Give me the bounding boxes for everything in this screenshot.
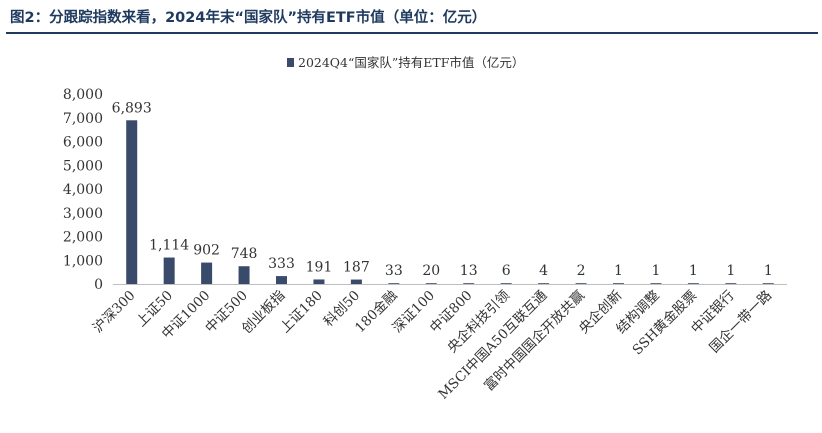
data-label: 902 bbox=[193, 243, 220, 259]
y-tick-label: 5,000 bbox=[63, 158, 103, 174]
bar bbox=[575, 283, 587, 284]
y-tick-label: 8,000 bbox=[63, 87, 103, 103]
data-labels: 6,893 1,114 902 748 333 191 187 33 20 13 6 4 2 1 1 1 1 1 bbox=[112, 100, 773, 279]
data-label: 1 bbox=[726, 263, 735, 279]
x-tick-label: 上证180 bbox=[277, 288, 326, 337]
bar bbox=[313, 279, 325, 284]
data-label: 333 bbox=[268, 256, 295, 272]
bar bbox=[276, 276, 287, 284]
legend: 2024Q4“国家队”持有ETF市值（亿元） bbox=[287, 55, 524, 70]
bar bbox=[163, 257, 175, 284]
data-label: 191 bbox=[306, 259, 333, 275]
bar bbox=[725, 283, 737, 284]
x-axis-labels: 沪深300上证50中证1000中证500创业板指上证180科创50180金融深证… bbox=[90, 286, 776, 402]
data-label: 2 bbox=[577, 263, 586, 279]
bar bbox=[463, 283, 475, 284]
bar bbox=[500, 283, 512, 284]
data-label: 13 bbox=[460, 263, 478, 279]
bar bbox=[687, 283, 699, 284]
y-tick-label: 0 bbox=[94, 277, 103, 293]
data-label: 1,114 bbox=[149, 238, 189, 254]
y-tick-label: 2,000 bbox=[63, 230, 103, 246]
bar bbox=[388, 283, 400, 284]
y-axis: 0 1,000 2,000 3,000 4,000 5,000 6,000 7,000 8,00… bbox=[63, 87, 103, 293]
title-rule bbox=[6, 32, 818, 34]
y-tick-label: 7,000 bbox=[63, 111, 103, 127]
bar bbox=[538, 283, 550, 284]
y-tick-label: 4,000 bbox=[63, 182, 103, 198]
data-label: 33 bbox=[385, 263, 403, 279]
x-tick-label: 沪深300 bbox=[90, 288, 139, 337]
legend-label: 2024Q4“国家队”持有ETF市值（亿元） bbox=[298, 55, 524, 70]
bar bbox=[238, 266, 250, 284]
bar bbox=[201, 262, 213, 284]
bar bbox=[762, 283, 774, 284]
y-tick-label: 3,000 bbox=[63, 206, 103, 222]
data-label: 4 bbox=[539, 263, 548, 279]
bar bbox=[425, 283, 437, 284]
data-label: 748 bbox=[231, 246, 258, 262]
data-label: 6,893 bbox=[112, 100, 152, 116]
data-label: 20 bbox=[422, 263, 440, 279]
figure-title: 图2：分跟踪指数来看，2024年末“国家队”持有ETF市值（单位：亿元） bbox=[10, 10, 487, 26]
data-label: 1 bbox=[764, 263, 773, 279]
data-label: 1 bbox=[651, 263, 660, 279]
bar bbox=[613, 283, 624, 284]
bar bbox=[650, 283, 662, 284]
y-tick-label: 6,000 bbox=[63, 135, 103, 151]
bars bbox=[126, 120, 774, 284]
legend-swatch bbox=[287, 58, 294, 67]
y-tick-label: 1,000 bbox=[63, 253, 103, 269]
data-label: 6 bbox=[502, 263, 511, 279]
data-label: 187 bbox=[343, 260, 370, 276]
data-label: 1 bbox=[689, 263, 698, 279]
data-label: 1 bbox=[614, 263, 623, 279]
bar bbox=[126, 120, 138, 284]
bar bbox=[350, 279, 362, 284]
